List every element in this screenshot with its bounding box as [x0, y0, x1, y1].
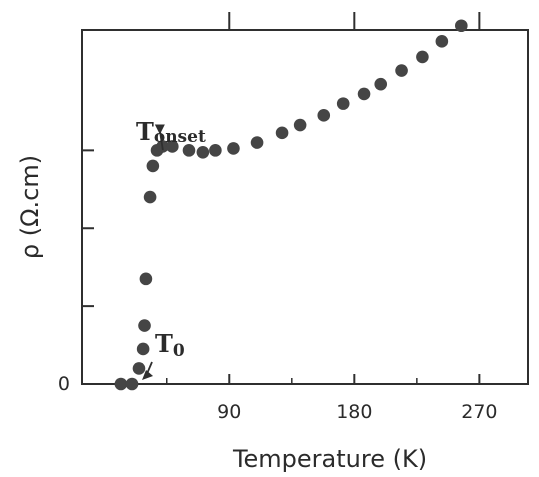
data-point — [139, 272, 153, 286]
data-point — [435, 35, 449, 48]
data-point — [196, 146, 210, 159]
data-points — [114, 19, 468, 391]
data-point — [336, 97, 350, 110]
data-point — [166, 140, 179, 153]
y-axis-title: ρ (Ω.cm) — [16, 155, 44, 259]
x-tick-label: 270 — [461, 401, 497, 423]
data-point — [317, 109, 331, 122]
annotations: Tonset T0 — [136, 117, 206, 380]
data-point — [374, 77, 388, 91]
data-point — [455, 19, 468, 33]
data-point — [138, 319, 151, 332]
data-point — [125, 377, 139, 391]
plot-frame — [81, 29, 529, 385]
data-point — [293, 118, 307, 132]
tick-labels: 90 180 270 0 — [58, 373, 498, 423]
data-point — [227, 142, 240, 155]
data-point — [357, 87, 371, 101]
data-point — [250, 136, 264, 149]
data-point — [143, 190, 157, 204]
data-point — [132, 362, 146, 375]
data-point — [416, 50, 429, 64]
x-tick-label: 90 — [217, 401, 241, 423]
y-tick-label: 0 — [58, 373, 70, 395]
data-point — [275, 126, 289, 140]
data-point — [114, 377, 128, 391]
to-annotation-subscript: 0 — [173, 341, 185, 361]
to-arrow-head — [142, 370, 154, 380]
onset-annotation: Tonset — [136, 117, 206, 147]
data-point — [146, 159, 160, 173]
data-point — [209, 144, 222, 157]
onset-annotation-subscript: onset — [154, 127, 206, 147]
data-point — [136, 342, 150, 356]
to-annotation: T0 — [155, 329, 185, 361]
data-point — [395, 64, 408, 77]
data-point — [182, 144, 196, 157]
onset-arrow-head — [154, 124, 165, 135]
x-axis-title: Temperature (K) — [232, 445, 427, 473]
tick-marks — [82, 12, 481, 385]
onset-arrow-line — [158, 130, 164, 151]
x-tick-label: 180 — [336, 401, 372, 423]
